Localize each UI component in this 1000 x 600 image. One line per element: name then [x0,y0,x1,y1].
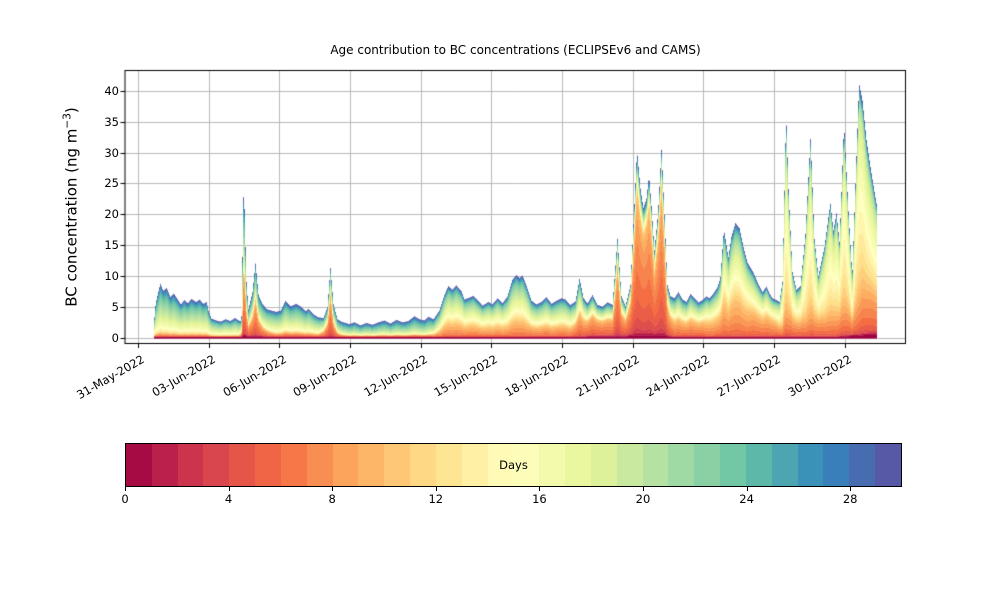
colorbar-cell-day-26 [797,444,824,486]
colorbar-tickmark-20 [643,487,644,491]
colorbar-cell-day-4 [229,444,256,486]
y-tick-label-15: 15 [104,238,119,253]
y-axis-label-superscript: −3 [61,113,74,129]
bc-age-stacked-area-plot [0,0,1000,435]
y-tick-label-5: 5 [111,299,119,314]
y-axis-label-text: BC concentration (ng m [62,128,81,307]
y-tick-label-30: 30 [104,145,119,160]
colorbar-tick-label-28: 28 [842,492,858,506]
colorbar-cell-day-18 [590,444,617,486]
colorbar-cell-day-25 [771,444,798,486]
colorbar-cell-day-2 [177,444,204,486]
y-tick-label-20: 20 [104,207,119,222]
colorbar-cell-day-1 [151,444,178,486]
colorbar-cell-day-28 [849,444,876,486]
colorbar-cell-day-15 [513,444,540,486]
colorbar-cell-day-8 [332,444,359,486]
y-tick-label-40: 40 [104,84,119,98]
colorbar-cell-day-3 [203,444,230,486]
colorbar: Days [125,443,902,487]
colorbar-cell-day-29 [875,444,901,486]
colorbar-tick-label-20: 20 [635,492,651,506]
y-axis-label-suffix: ) [62,107,81,114]
colorbar-cell-day-14 [487,444,514,486]
colorbar-cell-day-13 [461,444,488,486]
colorbar-cell-day-24 [745,444,772,486]
colorbar-tick-label-12: 12 [428,492,444,506]
colorbar-tickmark-28 [850,487,852,491]
colorbar-cell-day-9 [358,444,385,486]
y-axis-label: BC concentration (ng m−3) [62,107,81,307]
colorbar-tick-label-4: 4 [224,492,233,506]
y-tick-label-35: 35 [104,114,119,129]
colorbar-cell-day-5 [255,444,281,486]
colorbar-cell-day-21 [668,444,695,486]
colorbar-cell-day-20 [642,444,669,486]
colorbar-tickmark-0 [125,487,126,491]
colorbar-cell-day-22 [694,444,721,486]
colorbar-tick-label-24: 24 [739,492,754,506]
colorbar-tick-label-8: 8 [328,492,336,506]
colorbar-tickmark-16 [539,487,541,491]
colorbar-cell-day-6 [280,444,307,486]
y-tick-label-25: 25 [104,176,119,191]
colorbar-cell-day-0 [126,444,152,486]
chart-title: Age contribution to BC concentrations (E… [330,43,701,57]
colorbar-tickmark-24 [746,487,748,491]
colorbar-cell-day-16 [539,444,566,486]
colorbar-cell-day-7 [306,444,333,486]
colorbar-cell-day-10 [384,444,411,486]
colorbar-cell-day-19 [616,444,643,486]
colorbar-cell-day-23 [720,444,746,486]
colorbar-tickmark-12 [435,487,437,491]
colorbar-tick-label-16: 16 [532,492,547,506]
y-tick-label-0: 0 [111,330,119,345]
colorbar-cell-day-27 [823,444,850,486]
colorbar-cell-day-17 [565,444,591,486]
colorbar-tick-label-0: 0 [121,492,129,506]
colorbar-tickmark-8 [332,487,334,491]
colorbar-cell-day-11 [410,444,436,486]
colorbar-label: Days [499,458,528,472]
colorbar-tickmark-4 [228,487,230,491]
y-tick-label-10: 10 [104,268,119,283]
colorbar-cell-day-12 [435,444,462,486]
